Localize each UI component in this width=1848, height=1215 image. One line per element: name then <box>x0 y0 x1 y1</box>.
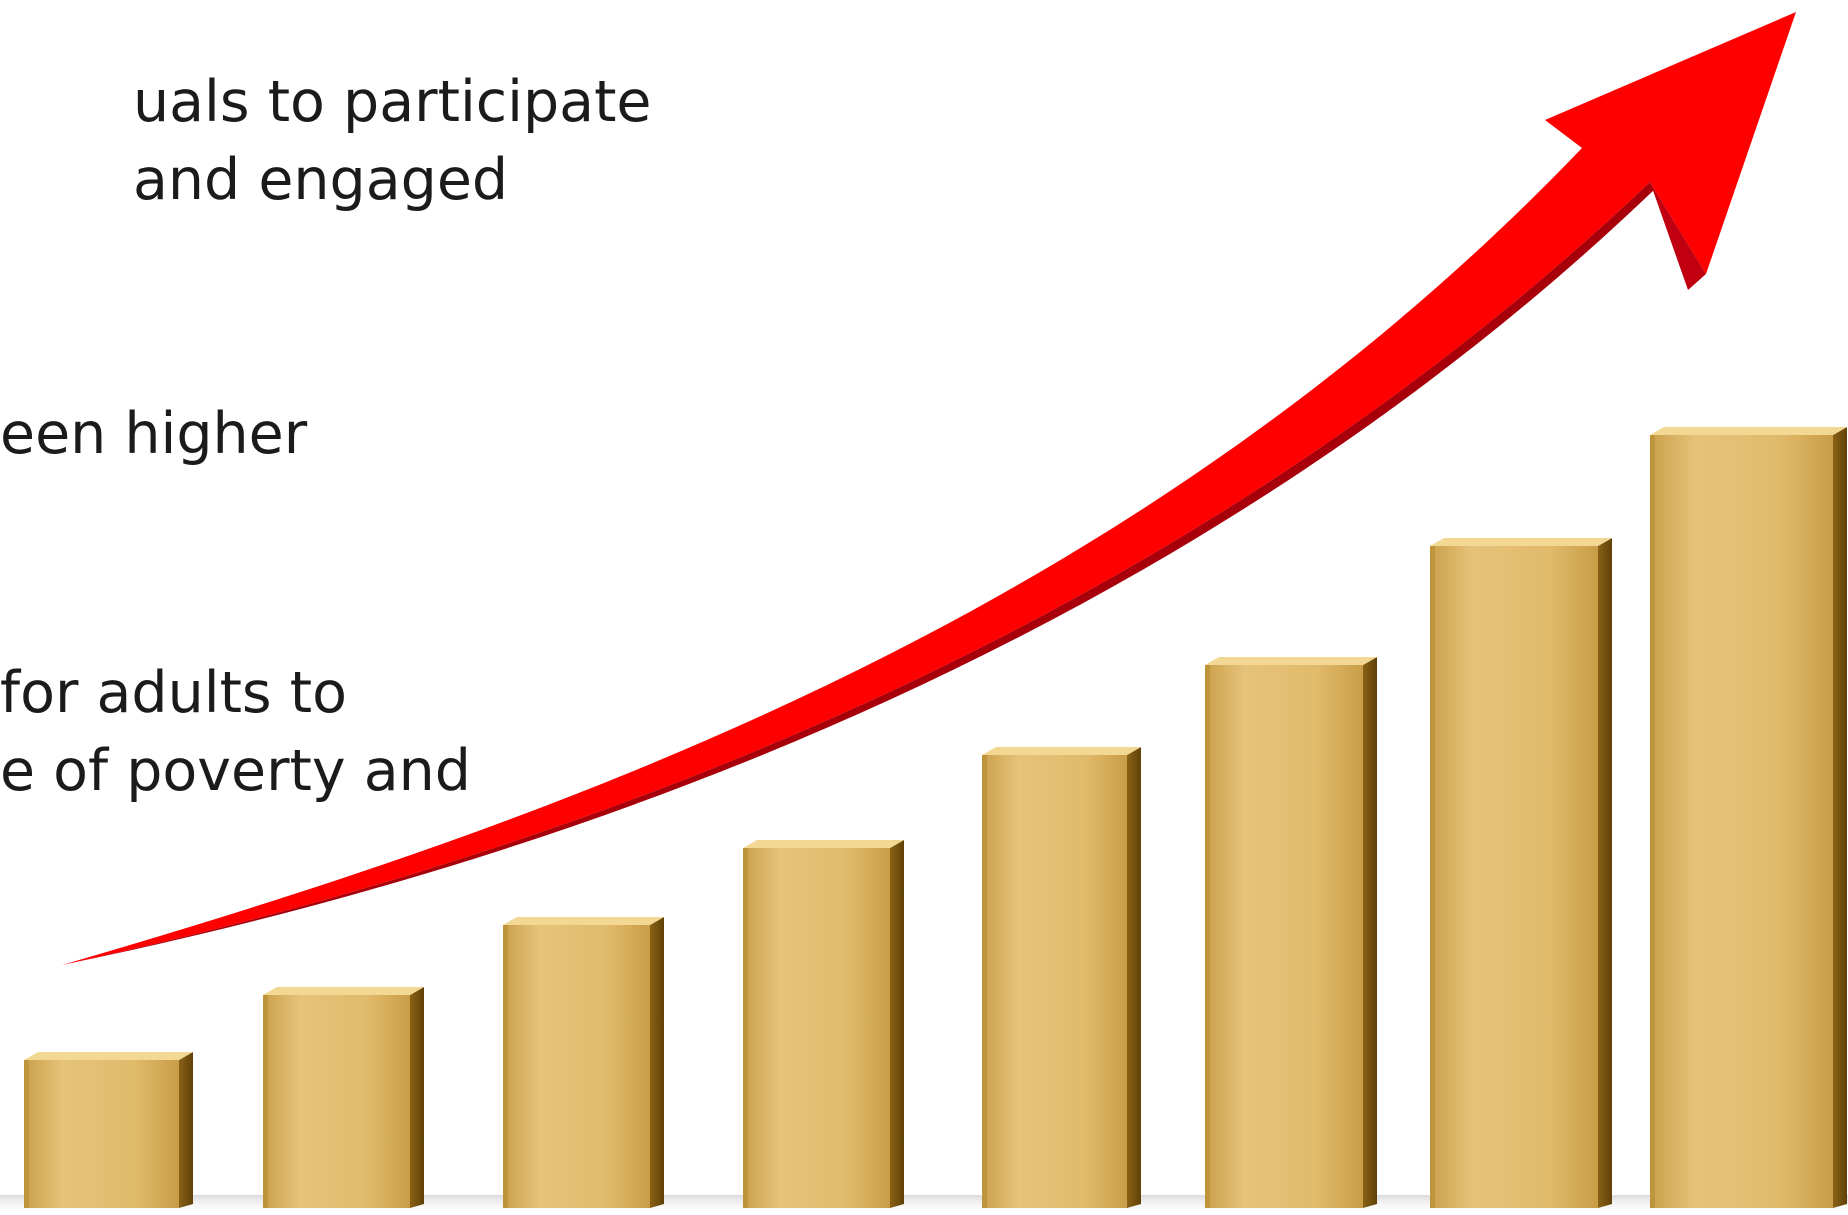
bar-5 <box>982 747 1141 1208</box>
bar-group <box>24 427 1847 1208</box>
text-block: uals to participate and engaged een high… <box>0 0 651 900</box>
bar-top <box>1430 538 1612 546</box>
bar-edge <box>1205 665 1210 1208</box>
bar-front <box>1430 546 1598 1208</box>
bar-side <box>410 987 424 1208</box>
bar-front <box>1650 435 1833 1208</box>
bar-side <box>890 840 904 1208</box>
bar-8 <box>1650 427 1847 1208</box>
bar-front <box>24 1060 179 1208</box>
bar-top <box>263 987 424 995</box>
bar-front <box>263 995 410 1208</box>
bar-side <box>1363 657 1377 1208</box>
text-line-5: e of poverty and <box>0 738 471 804</box>
bar-edge <box>263 995 268 1208</box>
bar-side <box>1598 538 1612 1208</box>
bar-edge <box>1650 435 1655 1208</box>
bar-edge <box>982 755 987 1208</box>
text-line-1: uals to participate <box>133 69 652 135</box>
bar-edge <box>1430 546 1435 1208</box>
bar-side <box>1833 427 1847 1208</box>
floor-shadow <box>0 1195 1848 1215</box>
bar-front <box>503 925 650 1208</box>
bar-6 <box>1205 657 1377 1208</box>
bar-side <box>650 917 664 1208</box>
text-line-4: for adults to <box>0 660 347 726</box>
bar-top <box>743 840 904 848</box>
bar-edge <box>24 1060 29 1208</box>
bar-2 <box>263 987 424 1208</box>
bar-front <box>982 755 1127 1208</box>
text-line-2: and engaged <box>133 147 509 213</box>
growth-arrow-icon <box>62 12 1796 965</box>
bar-top <box>503 917 664 925</box>
bar-4 <box>743 840 904 1208</box>
text-line-3: een higher <box>0 401 308 467</box>
bar-front <box>1205 665 1363 1208</box>
bar-edge <box>743 848 748 1208</box>
bar-edge <box>503 925 508 1208</box>
bar-side <box>179 1052 193 1208</box>
bar-side <box>1127 747 1141 1208</box>
bar-1 <box>24 1052 193 1208</box>
bar-top <box>982 747 1141 755</box>
bar-3 <box>503 917 664 1208</box>
bar-7 <box>1430 538 1612 1208</box>
bar-front <box>743 848 890 1208</box>
bar-top <box>1650 427 1847 435</box>
bar-top <box>1205 657 1377 665</box>
bar-top <box>24 1052 193 1060</box>
